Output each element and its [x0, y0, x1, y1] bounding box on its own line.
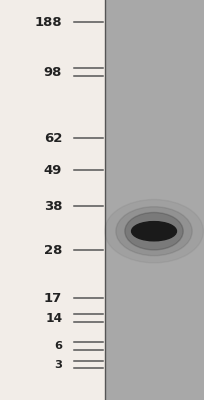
Text: 28: 28 — [44, 244, 62, 256]
Bar — [106, 0, 204, 400]
Text: 3: 3 — [54, 360, 62, 370]
Text: 98: 98 — [44, 66, 62, 78]
Text: 38: 38 — [44, 200, 62, 212]
Ellipse shape — [125, 212, 183, 250]
Text: 6: 6 — [54, 341, 62, 351]
Text: 17: 17 — [44, 292, 62, 304]
Text: 49: 49 — [44, 164, 62, 176]
Text: 62: 62 — [44, 132, 62, 144]
Ellipse shape — [116, 207, 192, 256]
Ellipse shape — [132, 222, 176, 241]
Text: 188: 188 — [35, 16, 62, 28]
Text: 14: 14 — [45, 312, 62, 324]
Ellipse shape — [105, 200, 203, 263]
Bar — [0, 0, 106, 400]
